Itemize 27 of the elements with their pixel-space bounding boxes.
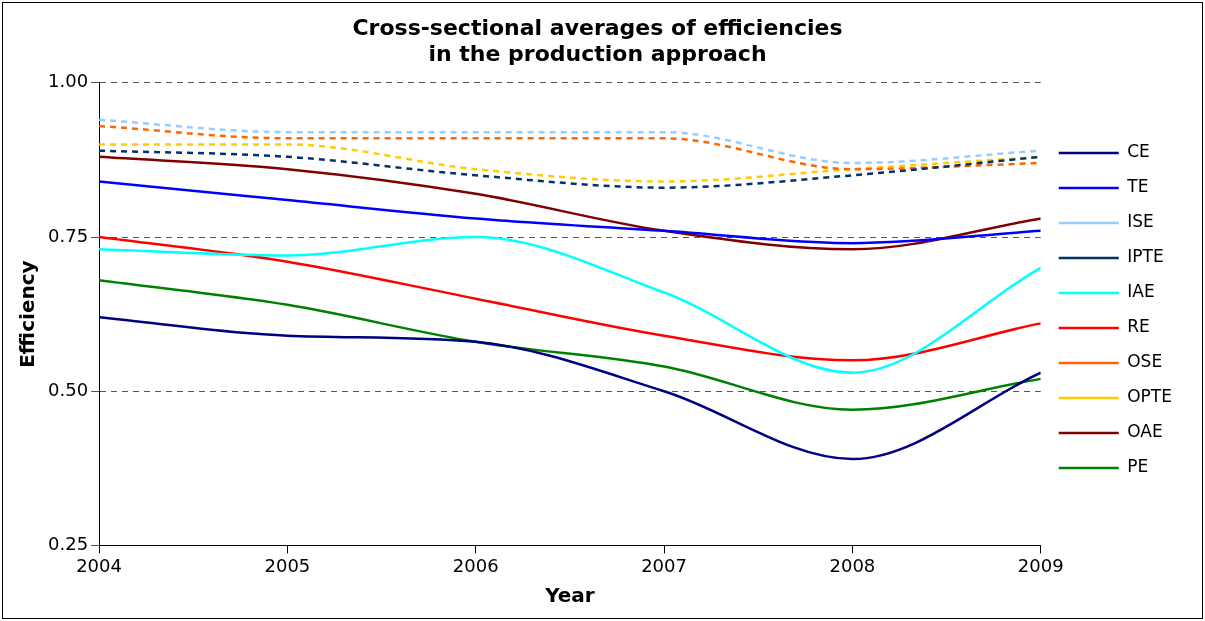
line-series <box>99 155 1041 251</box>
legend-label: IAE <box>1127 281 1155 302</box>
legend-label: IPTE <box>1127 246 1164 267</box>
legend-label: OPTE <box>1127 386 1173 407</box>
x-tick-label: 2008 <box>829 554 876 576</box>
legend-label: PE <box>1127 456 1149 477</box>
x-tick-label: 2005 <box>264 554 311 576</box>
y-axis-title: Efficiency <box>15 260 40 368</box>
x-tick-label: 2004 <box>76 554 122 576</box>
legend-label: OSE <box>1127 351 1163 372</box>
x-tick-label: 2009 <box>1017 554 1064 576</box>
legend-label: ISE <box>1127 211 1154 232</box>
chart-title: Cross-sectional averages of efficiencies in the production approach <box>352 14 843 67</box>
x-tick-label: 2006 <box>452 554 499 576</box>
x-tick-label: 2007 <box>641 554 687 576</box>
y-tick-label: 0.50 <box>48 378 89 400</box>
legend-label: RE <box>1127 316 1150 337</box>
y-tick-label: 0.25 <box>48 533 89 555</box>
line-series <box>99 180 1041 245</box>
line-series <box>99 278 1041 411</box>
legend-label: CE <box>1127 141 1150 162</box>
y-tick-label: 0.75 <box>48 224 89 246</box>
x-axis-title: Year <box>544 583 595 608</box>
y-tick-label: 1.00 <box>48 70 89 92</box>
line-series <box>99 315 1041 461</box>
legend-label: TE <box>1126 176 1149 197</box>
legend-label: OAE <box>1127 421 1163 442</box>
